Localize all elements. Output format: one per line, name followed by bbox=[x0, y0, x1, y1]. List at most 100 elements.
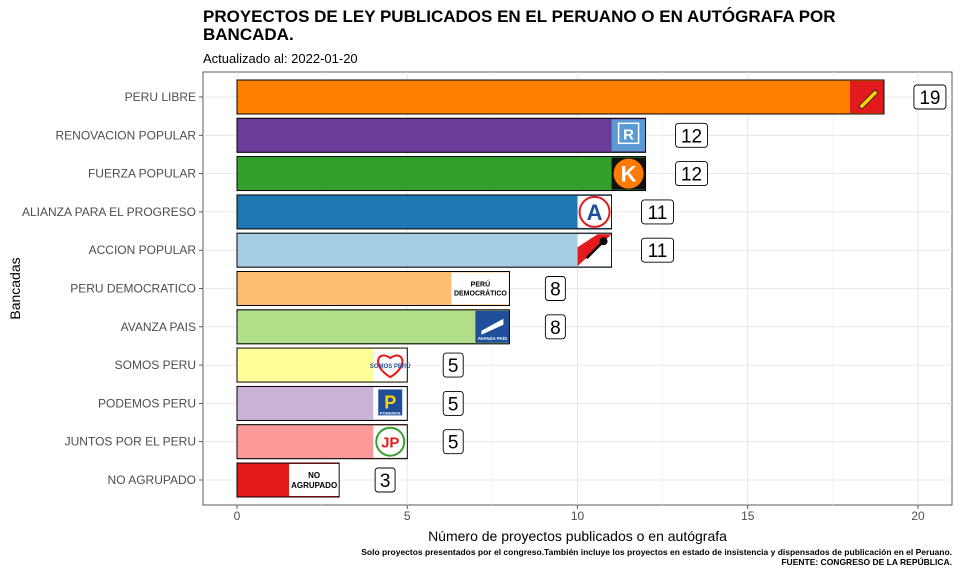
data-label: 5 bbox=[448, 356, 459, 377]
party-logo-icon: A bbox=[577, 195, 612, 228]
bar-outline bbox=[236, 271, 510, 306]
x-tick-label: 0 bbox=[234, 509, 241, 523]
logo-text: DEMOCRÁTICO bbox=[454, 289, 507, 298]
bar-outline bbox=[236, 232, 612, 268]
bar-group: 11 bbox=[236, 232, 674, 268]
caption-note: Solo proyectos presentados por el congre… bbox=[361, 547, 952, 557]
party-logo-icon: R bbox=[611, 119, 646, 152]
logo-text: NO bbox=[308, 471, 320, 480]
bar-group: JP 5 bbox=[236, 424, 464, 460]
bar bbox=[236, 232, 612, 268]
bar bbox=[236, 79, 885, 115]
x-tick-label: 5 bbox=[404, 509, 411, 523]
logo-text: PODEMOS bbox=[380, 410, 401, 415]
party-logo-icon bbox=[577, 234, 612, 267]
shovel-icon bbox=[585, 241, 604, 260]
a-circle-icon bbox=[578, 195, 611, 228]
bar-group: K 12 bbox=[236, 156, 709, 192]
p-badge-icon bbox=[378, 389, 403, 416]
logo-text: AGRUPADO bbox=[291, 481, 337, 490]
jp-circle-icon bbox=[375, 426, 406, 457]
heart-icon bbox=[377, 354, 404, 379]
bar-outline bbox=[236, 347, 408, 383]
data-label-box bbox=[544, 276, 566, 301]
shovel-head-icon bbox=[599, 237, 608, 246]
data-label: 8 bbox=[550, 318, 561, 339]
bar-outline bbox=[236, 424, 408, 460]
data-label-box bbox=[374, 467, 396, 493]
data-label-box bbox=[442, 390, 464, 416]
data-label-box bbox=[675, 122, 709, 148]
x-tick-label: 10 bbox=[571, 509, 585, 523]
r-badge-icon bbox=[617, 122, 640, 145]
logo-text: SOMOS PERÚ bbox=[370, 363, 411, 370]
x-tick-label: 20 bbox=[911, 509, 925, 523]
bar-outline bbox=[236, 79, 885, 115]
caption-source: FUENTE: CONGRESO DE LA REPÚBLICA. bbox=[781, 557, 952, 567]
y-tick-label: FUERZA POPULAR bbox=[88, 167, 196, 181]
data-label: 8 bbox=[550, 280, 561, 301]
data-label: 3 bbox=[380, 471, 391, 492]
logo-text: AVANZA PAÍS bbox=[478, 334, 507, 341]
data-label-box bbox=[544, 314, 566, 340]
bar-outline bbox=[236, 156, 647, 192]
bar-outline bbox=[236, 309, 510, 345]
data-label-box bbox=[641, 199, 674, 225]
bar-outline bbox=[236, 194, 612, 230]
jp-letter-icon: JP bbox=[381, 435, 399, 452]
bar-group: A 11 bbox=[236, 194, 674, 230]
x-axis-title: Número de proyectos publicados o en autó… bbox=[428, 528, 727, 544]
pencil-icon bbox=[858, 89, 879, 110]
logo-background bbox=[451, 272, 510, 305]
data-label-box bbox=[442, 352, 464, 378]
y-tick-label: RENOVACION POPULAR bbox=[56, 128, 197, 142]
bar-outline bbox=[236, 462, 340, 498]
data-label-box bbox=[675, 161, 709, 187]
p-letter-icon: P bbox=[384, 392, 396, 412]
logo-text: PERÚ bbox=[471, 280, 490, 289]
bar-outline bbox=[236, 117, 647, 153]
party-logo-icon: SOMOS PERÚ bbox=[370, 349, 411, 382]
data-label: 5 bbox=[448, 433, 459, 454]
y-tick-label: ACCION POPULAR bbox=[89, 243, 197, 257]
data-label-box bbox=[913, 84, 947, 110]
party-logo-icon: AVANZA PAÍS bbox=[475, 310, 510, 343]
bar bbox=[236, 309, 510, 345]
y-tick-label: PERU LIBRE bbox=[125, 90, 196, 104]
logo-background bbox=[611, 119, 646, 152]
bar bbox=[236, 194, 612, 230]
data-label: 12 bbox=[681, 165, 702, 186]
y-tick-label: NO AGRUPADO bbox=[108, 473, 196, 487]
k-circle-icon bbox=[613, 158, 644, 189]
party-logo-icon: K bbox=[611, 157, 646, 190]
y-tick-label: JUNTOS POR EL PERU bbox=[65, 435, 196, 449]
bar-group: 19 bbox=[236, 79, 947, 115]
data-label: 11 bbox=[648, 241, 668, 262]
r-letter-icon: R bbox=[623, 126, 634, 143]
party-logo-icon bbox=[849, 81, 884, 113]
bar-group: SOMOS PERÚ 5 bbox=[236, 347, 464, 383]
data-label: 19 bbox=[919, 88, 940, 109]
chart-title: PROYECTOS DE LEY PUBLICADOS EN EL PERUAN… bbox=[203, 7, 836, 44]
x-tick-label: 15 bbox=[741, 509, 755, 523]
train-icon bbox=[481, 318, 504, 335]
data-label-box bbox=[641, 237, 674, 263]
bar-group: AVANZA PAÍS 8 bbox=[236, 309, 566, 345]
data-label-box bbox=[442, 429, 464, 455]
bar bbox=[236, 117, 647, 153]
data-label: 11 bbox=[648, 203, 668, 224]
a-letter-icon: A bbox=[587, 200, 603, 225]
y-axis-title: Bancadas bbox=[7, 257, 23, 319]
bar-group: R 12 bbox=[236, 117, 709, 153]
k-letter-icon: K bbox=[621, 162, 637, 187]
bar-outline bbox=[236, 385, 408, 421]
y-tick-label: PERU DEMOCRATICO bbox=[70, 282, 196, 296]
chart-caption: Solo proyectos presentados por el congre… bbox=[361, 547, 952, 567]
party-logo-icon: JP bbox=[373, 425, 408, 458]
